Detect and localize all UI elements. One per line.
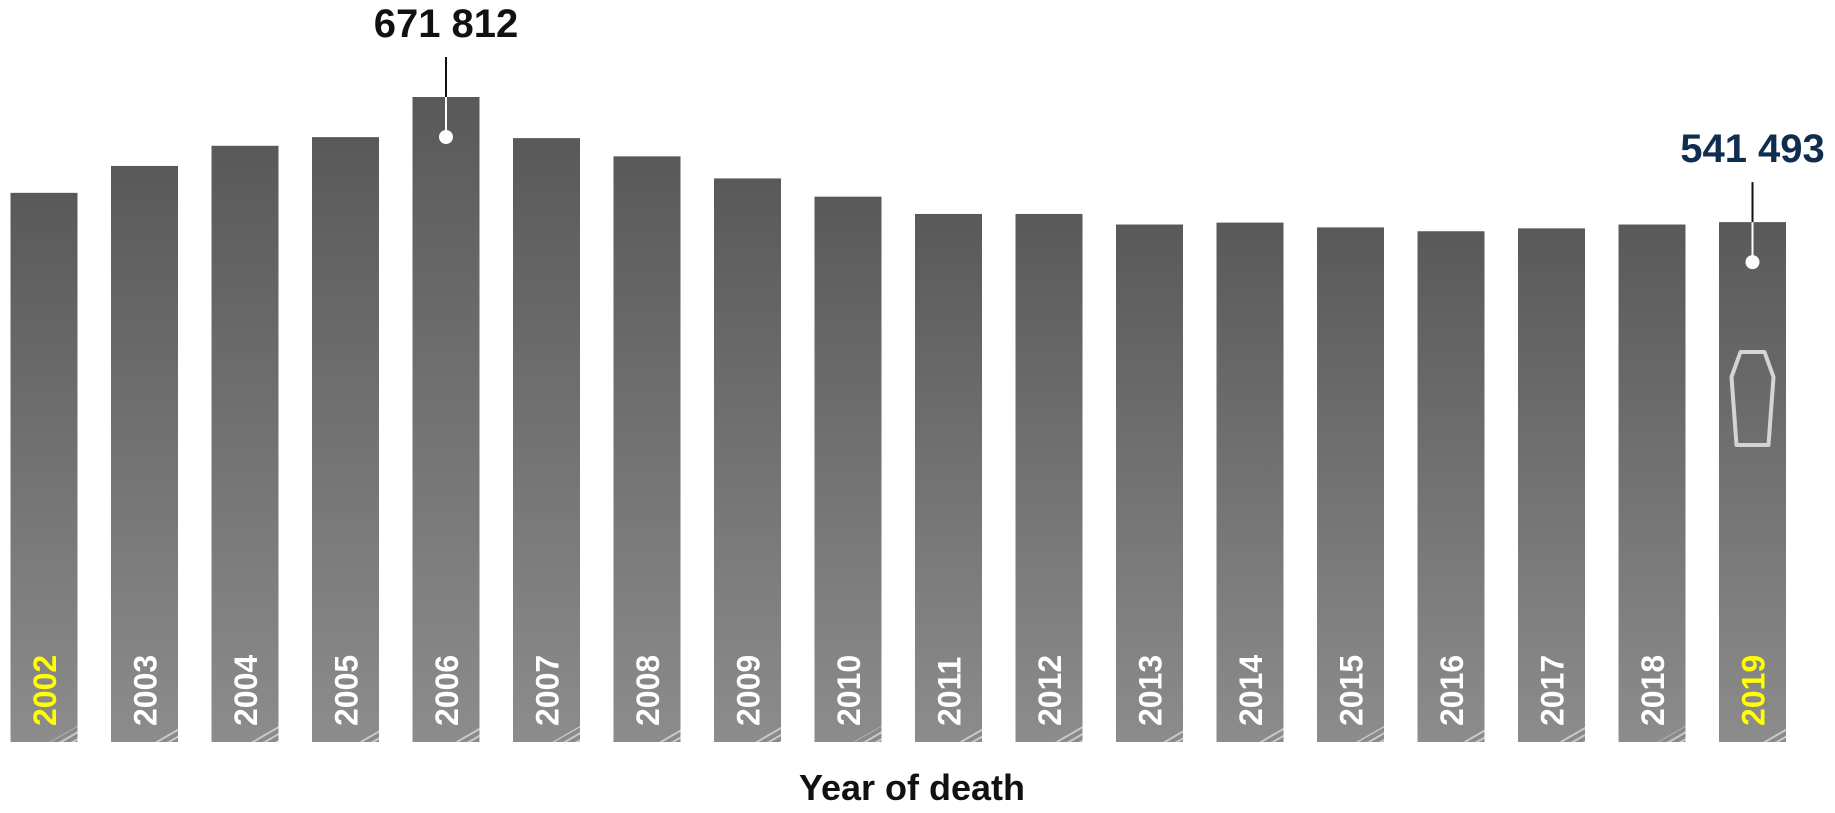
tick-label-2016: 2016 — [1434, 655, 1470, 726]
bar-2008 — [613, 156, 681, 742]
bar-corner-2009 — [753, 726, 781, 742]
bar-2015 — [1317, 227, 1384, 743]
bar-2006 — [412, 97, 480, 742]
tick-label-2014: 2014 — [1233, 655, 1269, 726]
bar-corner-2007 — [552, 726, 580, 742]
bar-corner-2003 — [150, 726, 178, 742]
bar-corner-2005 — [351, 726, 379, 742]
bars-layer: 2002 2003 2004 2005 2006 2007 2008 2009 2010 2011… — [10, 97, 1786, 743]
bar-2014 — [1216, 222, 1284, 742]
bar-corner-2018 — [1657, 726, 1686, 742]
tick-label-2015: 2015 — [1334, 655, 1370, 726]
tick-label-2018: 2018 — [1635, 655, 1671, 726]
annotation-layer: 671 812 541 493 — [374, 2, 1825, 447]
bar-corner-2014 — [1255, 726, 1284, 742]
tick-label-2007: 2007 — [530, 655, 566, 726]
tick-label-2003: 2003 — [128, 655, 164, 726]
bar-2012 — [1015, 213, 1083, 742]
bar-2009 — [714, 178, 781, 743]
bar-2005 — [312, 137, 379, 742]
bar-corner-2012 — [1054, 726, 1083, 742]
tick-label-2009: 2009 — [731, 655, 767, 726]
bar-2018 — [1618, 224, 1686, 742]
tick-label-2011: 2011 — [932, 657, 968, 726]
tick-label-2004: 2004 — [228, 655, 264, 726]
tick-label-2010: 2010 — [831, 655, 867, 726]
bar-corner-2002 — [49, 726, 78, 742]
tick-label-2006: 2006 — [429, 655, 465, 726]
bar-corner-2019 — [1758, 726, 1786, 742]
bar-corner-2015 — [1356, 726, 1384, 742]
bar-2003 — [111, 165, 178, 742]
bar-corner-2006 — [451, 726, 480, 742]
tick-label-2017: 2017 — [1535, 655, 1571, 726]
data-label-2006: 671 812 — [374, 2, 519, 46]
bar-corner-2016 — [1456, 726, 1485, 742]
bar-corner-2010 — [853, 726, 882, 742]
tick-label-2013: 2013 — [1133, 655, 1169, 726]
coffin-icon — [1729, 350, 1776, 447]
annotation-dot-2019 — [1745, 255, 1760, 270]
tick-label-2012: 2012 — [1032, 655, 1068, 726]
bar-2011 — [915, 213, 982, 742]
data-label-2019: 541 493 — [1680, 127, 1825, 171]
tick-label-2008: 2008 — [630, 655, 666, 726]
bar-corner-2004 — [250, 726, 279, 742]
bar-corner-2011 — [954, 726, 982, 742]
bar-2017 — [1518, 228, 1585, 743]
bar-2002 — [10, 192, 78, 743]
annotation-dot-2006 — [439, 130, 453, 144]
x-axis-label: Year of death — [799, 767, 1025, 808]
bar-2004 — [211, 145, 279, 743]
tick-label-2002: 2002 — [27, 655, 63, 726]
tick-label-2005: 2005 — [329, 655, 365, 726]
bar-corner-2013 — [1155, 726, 1183, 742]
bar-2010 — [814, 196, 882, 742]
bar-corner-2017 — [1557, 726, 1585, 742]
bar-corner-2008 — [652, 726, 681, 742]
tick-label-2019: 2019 — [1736, 655, 1772, 726]
bar-2019 — [1719, 222, 1786, 742]
bar-2016 — [1417, 231, 1485, 742]
bar-2007 — [513, 138, 580, 742]
bar-2013 — [1116, 224, 1183, 742]
